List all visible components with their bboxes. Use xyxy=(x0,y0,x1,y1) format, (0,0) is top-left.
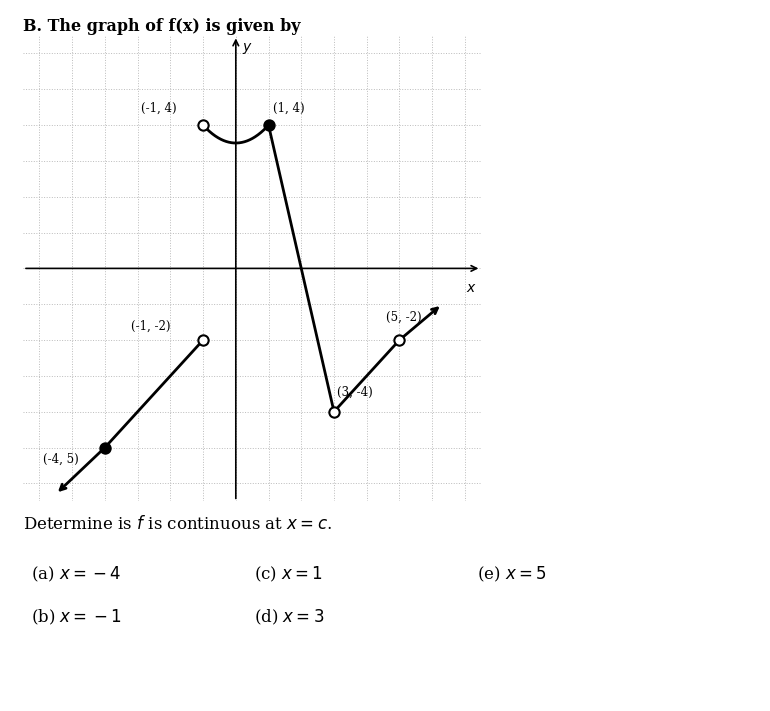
Text: (a) $x = -4$: (a) $x = -4$ xyxy=(31,565,121,584)
Text: Determine is $f$ is continuous at $x = c$.: Determine is $f$ is continuous at $x = c… xyxy=(23,515,332,533)
Text: B. The graph of f(x) is given by: B. The graph of f(x) is given by xyxy=(23,18,300,35)
Text: (-1, -2): (-1, -2) xyxy=(131,320,171,333)
Point xyxy=(263,119,275,131)
Text: (b) $x = -1$: (b) $x = -1$ xyxy=(31,608,122,627)
Text: (5, -2): (5, -2) xyxy=(387,311,422,324)
Text: $y$: $y$ xyxy=(243,41,253,56)
Text: $x$: $x$ xyxy=(466,281,477,295)
Text: (-1, 4): (-1, 4) xyxy=(141,102,176,114)
Point xyxy=(197,119,209,131)
Point xyxy=(99,442,111,453)
Point xyxy=(328,406,340,417)
Text: (c) $x = 1$: (c) $x = 1$ xyxy=(254,565,323,584)
Text: (3, -4): (3, -4) xyxy=(337,386,373,399)
Text: (e) $x = 5$: (e) $x = 5$ xyxy=(477,565,547,584)
Point xyxy=(197,334,209,346)
Text: (d) $x = 3$: (d) $x = 3$ xyxy=(254,608,324,627)
Point xyxy=(393,334,406,346)
Text: (-4, 5): (-4, 5) xyxy=(42,452,79,466)
Text: (1, 4): (1, 4) xyxy=(273,102,305,114)
